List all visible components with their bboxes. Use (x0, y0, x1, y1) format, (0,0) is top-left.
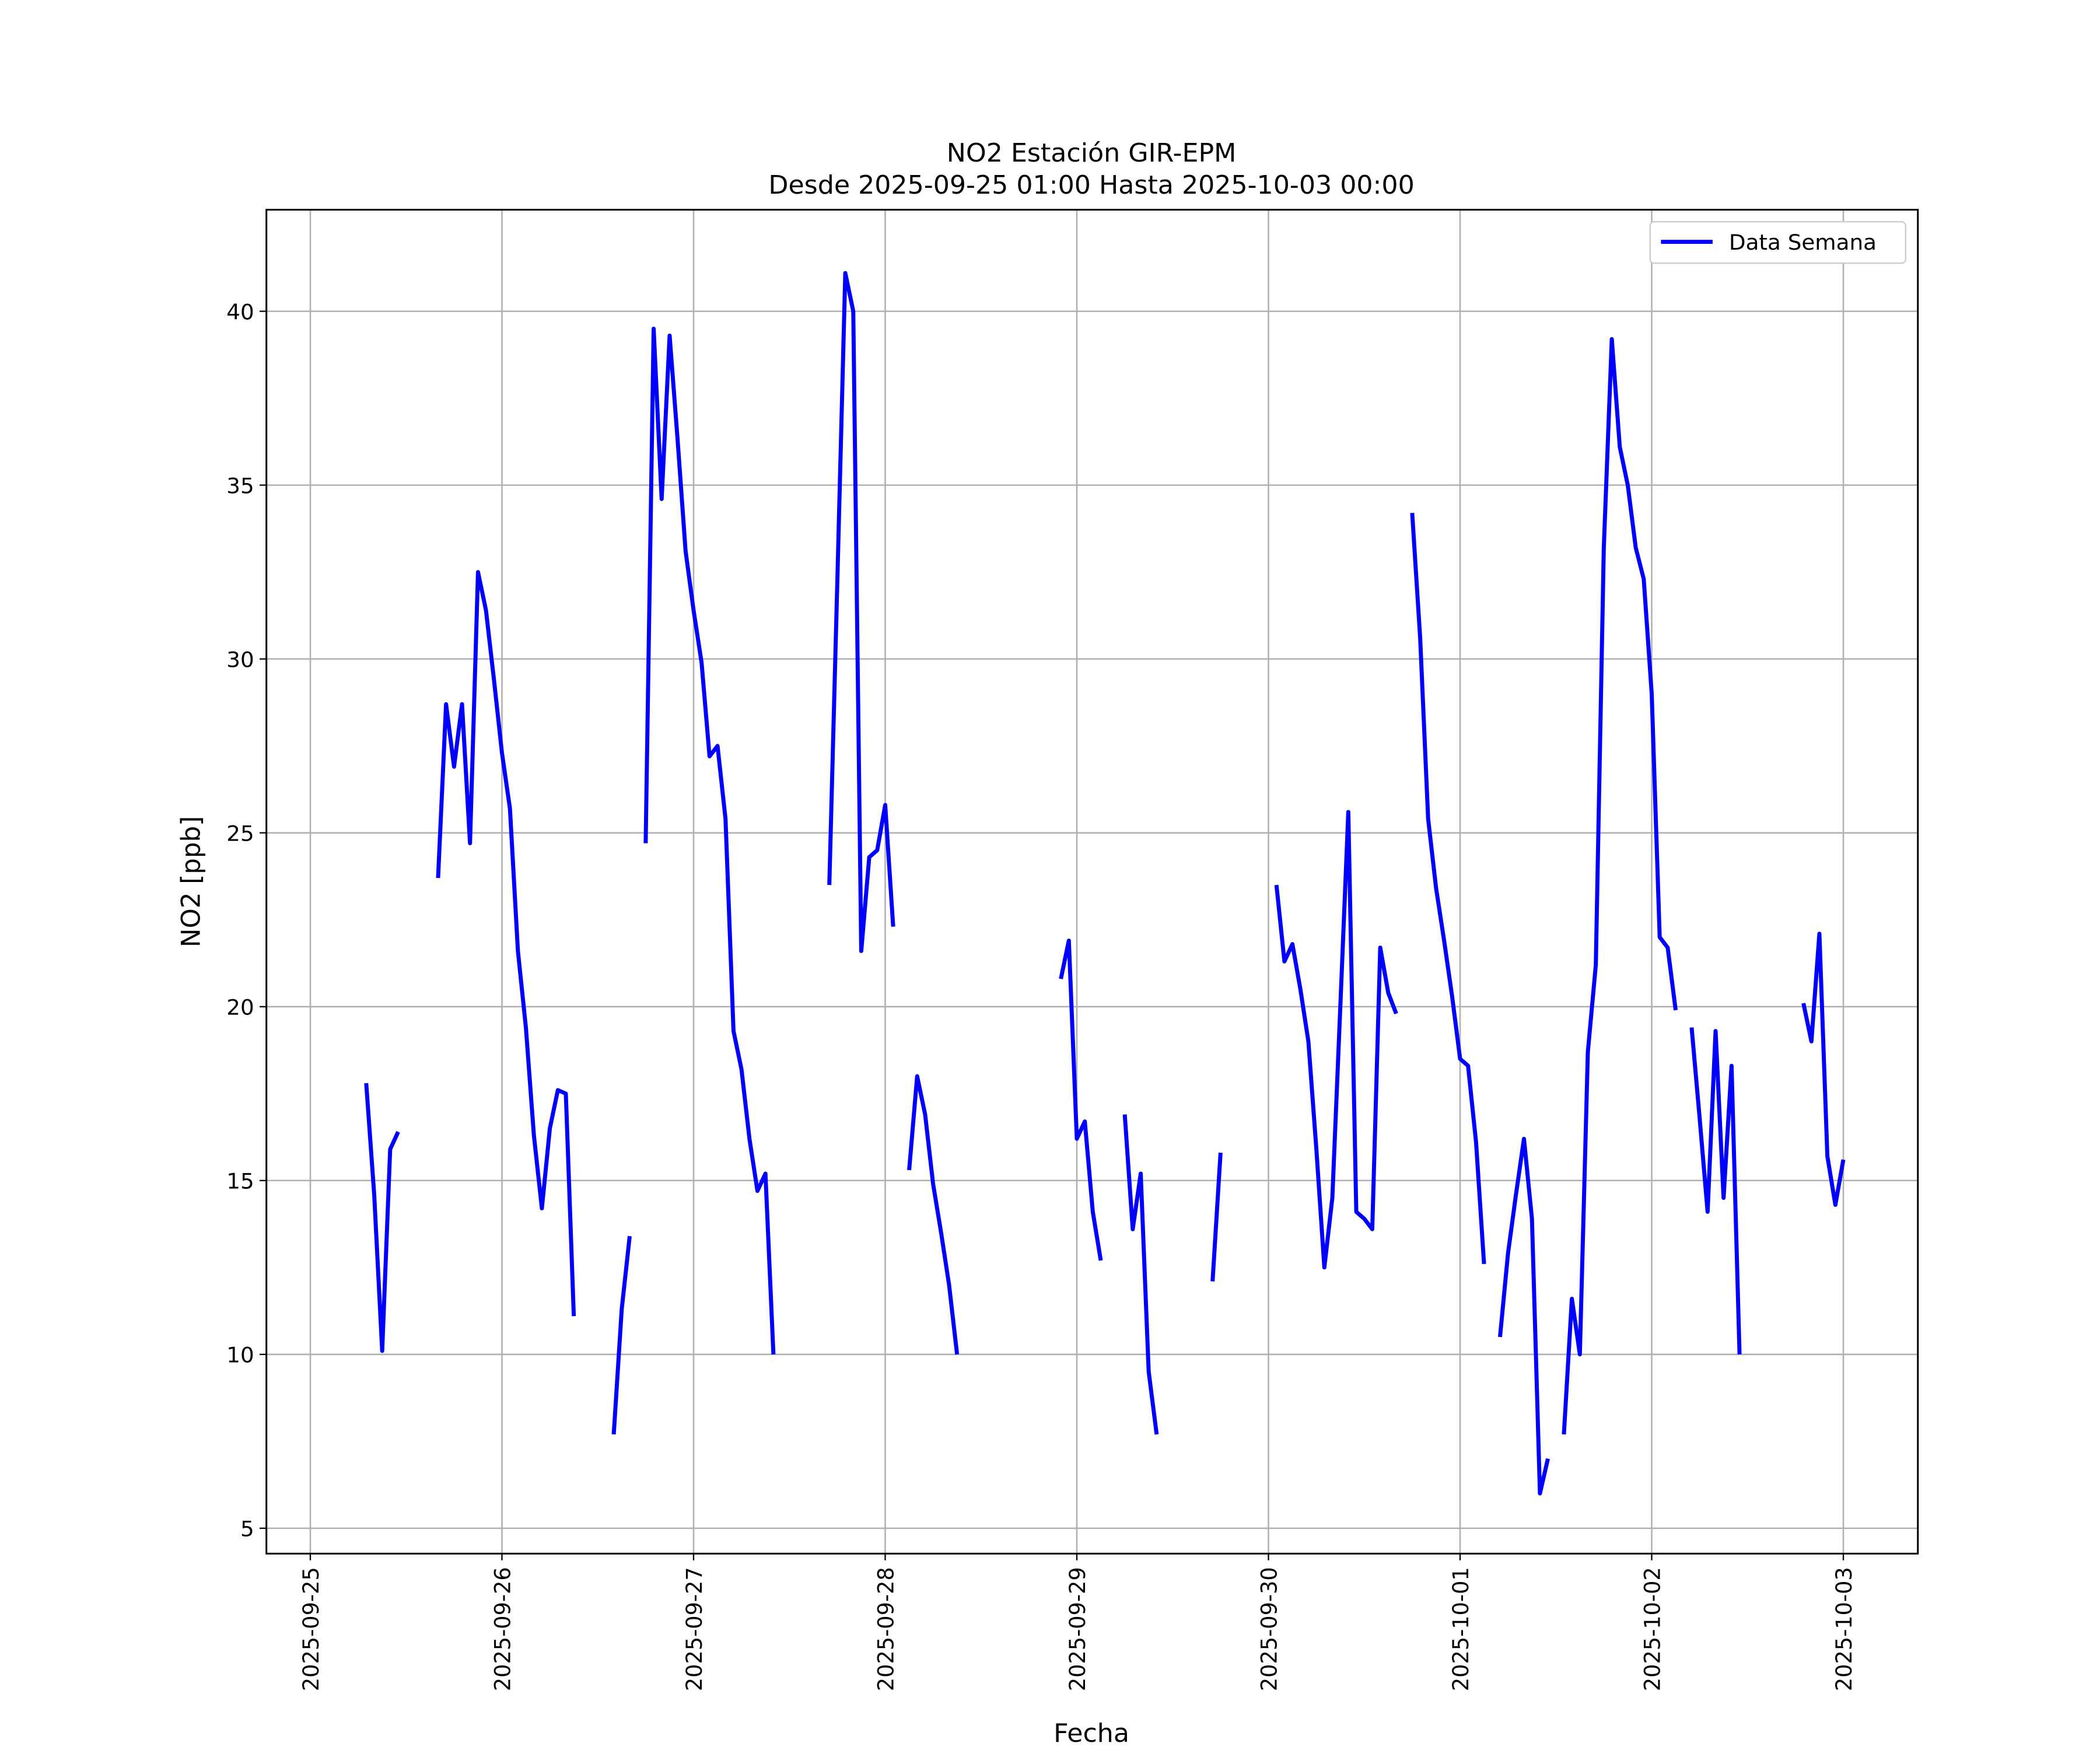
legend-box (1649, 221, 1906, 264)
x-tick-label: 2025-10-02 (1640, 1567, 1665, 1691)
x-tick-label: 2025-09-25 (299, 1567, 324, 1691)
y-tick-label: 25 (226, 821, 254, 846)
y-tick-label: 20 (226, 995, 254, 1020)
y-tick-label: 30 (226, 648, 254, 673)
y-tick-label: 15 (226, 1169, 254, 1194)
y-tick-label: 40 (226, 300, 254, 325)
x-tick-label: 2025-10-01 (1448, 1567, 1474, 1691)
x-tick-label: 2025-09-30 (1256, 1567, 1282, 1691)
x-tick-label: 2025-09-29 (1065, 1567, 1090, 1691)
plot-frame (265, 209, 1919, 1555)
x-tick-label: 2025-09-26 (490, 1567, 515, 1691)
legend: Data Semana (1649, 221, 1906, 264)
x-tick-label: 2025-10-03 (1832, 1567, 1857, 1691)
data-line (364, 271, 1846, 1496)
chart-subtitle: Desde 2025-09-25 01:00 Hasta 2025-10-03 … (768, 170, 1414, 200)
x-tick-label: 2025-09-28 (873, 1567, 898, 1691)
y-tick-label: 5 (240, 1517, 254, 1542)
legend-label: Data Semana (1729, 230, 1877, 256)
y-tick-label: 35 (226, 474, 254, 499)
chart-title: NO2 Estación GIR-EPM (947, 138, 1237, 168)
y-axis-label: NO2 [ppb] (176, 816, 206, 947)
y-tick-label: 10 (226, 1343, 254, 1368)
x-axis-label: Fecha (1054, 1719, 1129, 1749)
x-tick-label: 2025-09-27 (682, 1567, 707, 1691)
